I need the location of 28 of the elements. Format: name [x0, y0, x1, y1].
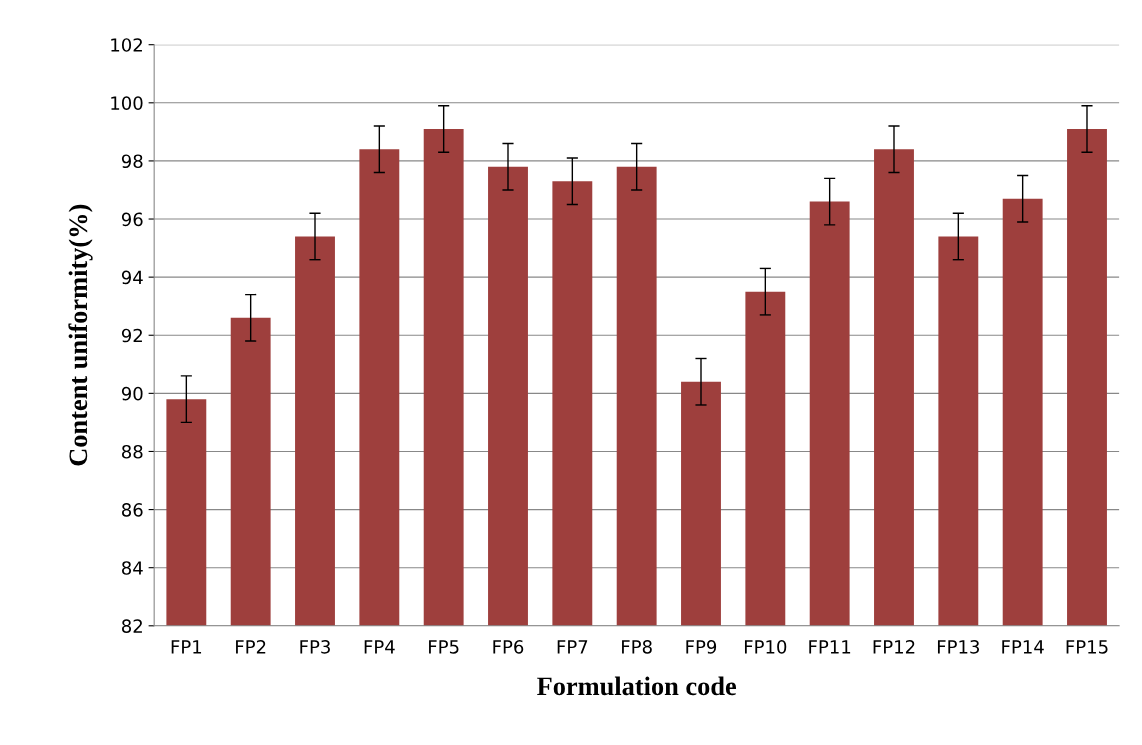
x-tick-label: FP6	[493, 640, 524, 654]
x-tick-label: FP1	[171, 640, 202, 654]
y-axis-title: Content uniformity(%)	[68, 204, 93, 466]
x-tick-label: FP13	[937, 640, 980, 654]
y-tick-label: 86	[122, 503, 143, 517]
x-tick-label: FP7	[557, 640, 588, 654]
x-tick-label: FP2	[236, 640, 266, 654]
y-tick-label: 84	[122, 561, 143, 575]
x-tick-label: FP8	[622, 640, 652, 654]
x-axis-title: Formulation code	[537, 676, 737, 696]
y-tick-label: 90	[121, 386, 143, 401]
y-tick-label: 94	[121, 270, 143, 285]
y-tick-label: 98	[121, 154, 143, 169]
x-tick-label: FP4	[364, 640, 395, 654]
y-tick-label: 100	[111, 96, 143, 110]
y-tick-label: 88	[122, 444, 143, 459]
x-tick-label: FP3	[300, 640, 330, 654]
y-tick-label: 92	[121, 328, 142, 343]
x-tick-label: FP15	[1066, 640, 1108, 654]
x-tick-label: FP9	[686, 640, 717, 654]
y-tick-label: 82	[122, 619, 142, 633]
x-tick-label: FP11	[809, 640, 851, 654]
y-tick-label: 102	[111, 38, 142, 52]
y-tick-label: 96	[121, 212, 143, 227]
x-tick-label: FP12	[873, 640, 915, 654]
x-tick-label: FP5	[429, 640, 459, 654]
x-tick-label: FP10	[744, 640, 787, 654]
x-tick-label: FP14	[1002, 640, 1044, 654]
